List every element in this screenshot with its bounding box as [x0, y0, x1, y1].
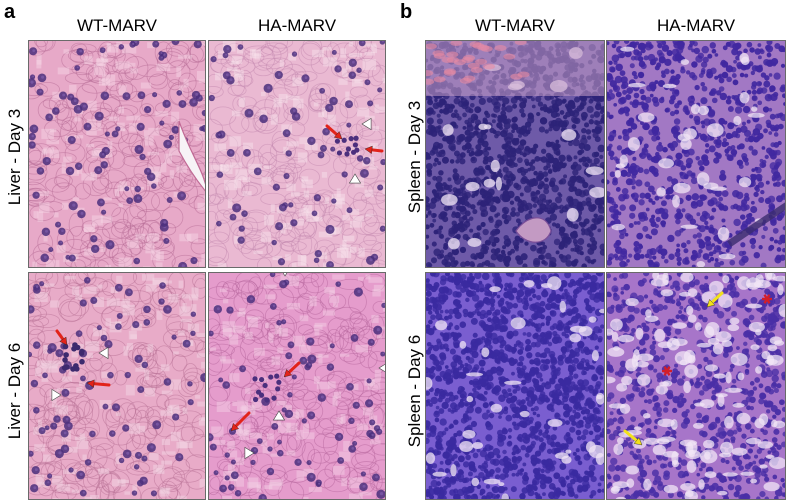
- micrograph-liver-wt-day3: [28, 40, 206, 268]
- panel-letter-a: a: [4, 2, 15, 22]
- row-label-spleen-day6: Spleen - Day 6: [405, 316, 427, 466]
- panel-letter-b: b: [400, 2, 412, 22]
- col-label-b-wt: WT-MARV: [425, 16, 605, 36]
- micrograph-liver-ha-day3: [208, 40, 386, 268]
- micrograph-spleen-ha-day3: [606, 40, 786, 268]
- row-label-liver-day6: Liver - Day 6: [5, 321, 27, 461]
- col-label-a-ha: HA-MARV: [208, 16, 386, 36]
- col-label-a-wt: WT-MARV: [28, 16, 206, 36]
- col-label-b-ha: HA-MARV: [606, 16, 786, 36]
- micrograph-spleen-wt-day3: [425, 40, 605, 268]
- micrograph-spleen-wt-day6: [425, 272, 605, 500]
- row-label-liver-day3: Liver - Day 3: [5, 87, 27, 227]
- micrograph-spleen-ha-day6: [606, 272, 786, 500]
- micrograph-liver-ha-day6: [208, 272, 386, 500]
- micrograph-liver-wt-day6: [28, 272, 206, 500]
- row-label-spleen-day3: Spleen - Day 3: [405, 82, 427, 232]
